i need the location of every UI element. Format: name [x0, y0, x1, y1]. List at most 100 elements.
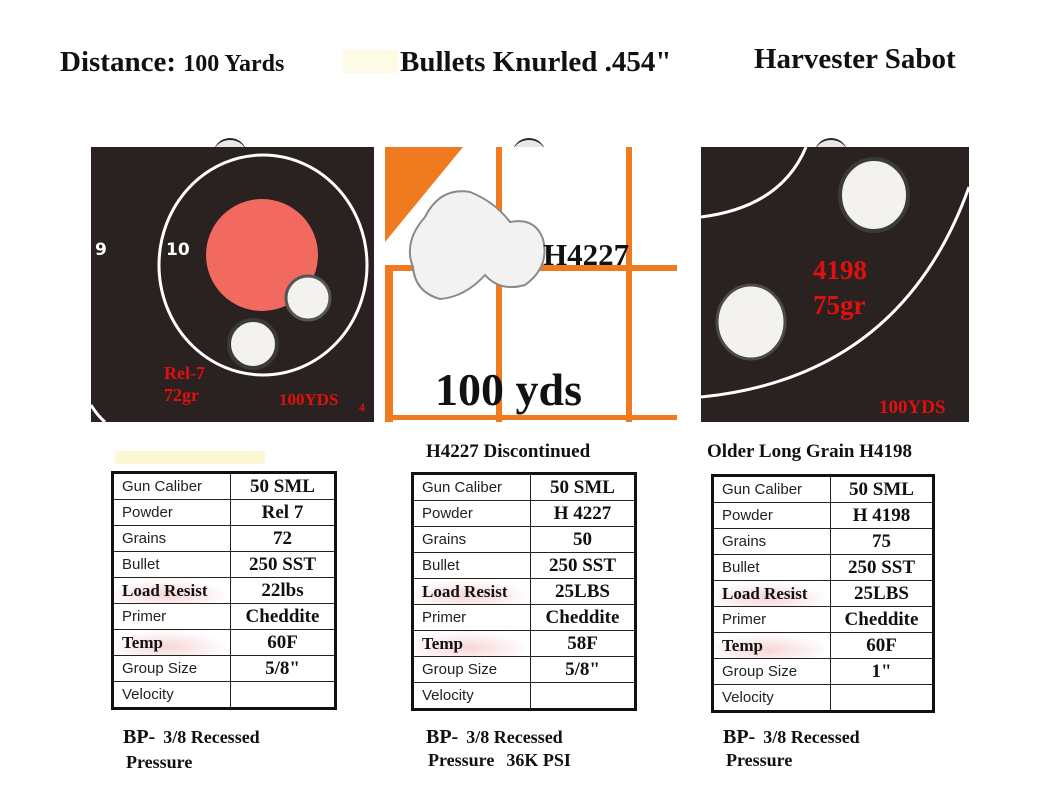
table-row: Group Size 1" [712, 658, 934, 685]
row-value: 5/8" [530, 656, 636, 683]
table-row: Grains 50 [412, 526, 636, 553]
table-row: Load Resist 25LBS [412, 578, 636, 605]
row-value: 50 SML [530, 473, 636, 501]
bp-label: BP- [426, 726, 459, 748]
row-value: H 4227 [530, 500, 636, 527]
target-powder-mark: H4227 [543, 237, 629, 272]
row-value [530, 682, 636, 710]
table-row: Temp 60F [112, 629, 336, 656]
row-label: Velocity [712, 684, 831, 712]
pressure-label: Pressure [428, 750, 495, 770]
table-row: Bullet 250 SST [112, 551, 336, 578]
row-label: Bullet [412, 552, 531, 579]
table-row: Powder H 4227 [412, 500, 636, 527]
row-value: Cheddite [830, 606, 934, 633]
row-label: Bullet [112, 551, 231, 578]
row-label: Group Size [112, 655, 231, 682]
row-value: 25LBS [830, 580, 934, 607]
row-label: Gun Caliber [712, 475, 831, 503]
table-row: Temp 58F [412, 630, 636, 657]
bp-label: BP- [123, 726, 156, 748]
table-row: Velocity [712, 684, 934, 712]
target-grains-mark: 72gr [164, 385, 199, 405]
row-label: Load Resist [112, 577, 231, 604]
target-distance-mark: 100 yds [435, 364, 582, 415]
row-label: Velocity [412, 682, 531, 710]
bp-value: 3/8 Recessed [163, 727, 260, 747]
row-label: Temp [112, 629, 231, 656]
table-row: Group Size 5/8" [112, 655, 336, 682]
row-label: Gun Caliber [412, 473, 531, 501]
distance-label: Distance: [60, 46, 176, 78]
target-distance-mark: 100YDS [879, 397, 946, 418]
row-value: 58F [530, 630, 636, 657]
row-value: 250 SST [230, 551, 336, 578]
row-label: Primer [412, 604, 531, 631]
row-label: Primer [712, 606, 831, 633]
table-row: Powder H 4198 [712, 502, 934, 529]
table-row: Group Size 5/8" [412, 656, 636, 683]
bp-note: BP- 3/8 Recessed [426, 726, 563, 749]
row-value: 50 SML [830, 475, 934, 503]
table-row: Gun Caliber 50 SML [112, 472, 336, 500]
bullets-heading: Bullets Knurled .454" [400, 46, 672, 78]
row-value: 72 [230, 525, 336, 552]
row-label: Primer [112, 603, 231, 630]
row-value: 250 SST [830, 554, 934, 581]
row-value [230, 681, 336, 709]
row-label: Powder [412, 500, 531, 527]
column-caption: Older Long Grain H4198 [707, 441, 912, 462]
target-powder-mark: Rel-7 [164, 363, 205, 383]
pressure-note: Pressure 36K PSI [428, 750, 571, 771]
table-row: Powder Rel 7 [112, 499, 336, 526]
row-label: Powder [112, 499, 231, 526]
row-value [830, 684, 934, 712]
row-value: 50 SML [230, 472, 336, 500]
bp-value: 3/8 Recessed [763, 727, 860, 747]
row-value: 75 [830, 528, 934, 555]
bp-value: 3/8 Recessed [466, 727, 563, 747]
row-label: Temp [712, 632, 831, 659]
table-row: Primer Cheddite [412, 604, 636, 631]
pressure-note: Pressure [726, 750, 792, 771]
row-value: 60F [830, 632, 934, 659]
table-row: Grains 75 [712, 528, 934, 555]
load-spec-table-h4198: Gun Caliber 50 SML Powder H 4198 Grains 75 … [711, 474, 935, 713]
table-row: Temp 60F [712, 632, 934, 659]
table-row: Gun Caliber 50 SML [412, 473, 636, 501]
target-grains-mark: 75gr [813, 290, 866, 320]
row-label: Temp [412, 630, 531, 657]
table-row: Velocity [412, 682, 636, 710]
bp-note: BP- 3/8 Recessed [123, 726, 260, 749]
column-caption: H4227 Discontinued [426, 441, 591, 462]
highlight-smudge [343, 50, 398, 73]
ring-label-10: 10 [166, 240, 190, 260]
sabot-heading: Harvester Sabot [754, 43, 956, 75]
row-value: 25LBS [530, 578, 636, 605]
target-distance-mark: 100YDS [279, 390, 339, 409]
ring-label-9: 9 [95, 240, 107, 260]
row-value: H 4198 [830, 502, 934, 529]
table-row: Bullet 250 SST [712, 554, 934, 581]
row-label: Load Resist [712, 580, 831, 607]
bp-note: BP- 3/8 Recessed [723, 726, 860, 749]
row-label: Grains [712, 528, 831, 555]
table-row: Bullet 250 SST [412, 552, 636, 579]
target-photo-rel7: 9 10 Rel-7 72gr 100YDS 4 [91, 147, 374, 422]
row-label: Group Size [412, 656, 531, 683]
row-value: 250 SST [530, 552, 636, 579]
row-value: 1" [830, 658, 934, 685]
table-row: Primer Cheddite [712, 606, 934, 633]
row-label: Gun Caliber [112, 472, 231, 500]
pressure-value: 36K PSI [506, 750, 571, 770]
target-powder-mark: 4198 [813, 255, 867, 285]
row-value: Cheddite [530, 604, 636, 631]
highlight-smudge [115, 451, 265, 464]
row-label: Load Resist [412, 578, 531, 605]
target-photo-h4227: H4227 100 yds [385, 147, 677, 422]
row-value: Cheddite [230, 603, 336, 630]
distance-value: 100 Yards [183, 51, 285, 77]
distance-heading: Distance: 100 Yards [60, 46, 284, 79]
table-row: Load Resist 22lbs [112, 577, 336, 604]
row-value: 22lbs [230, 577, 336, 604]
